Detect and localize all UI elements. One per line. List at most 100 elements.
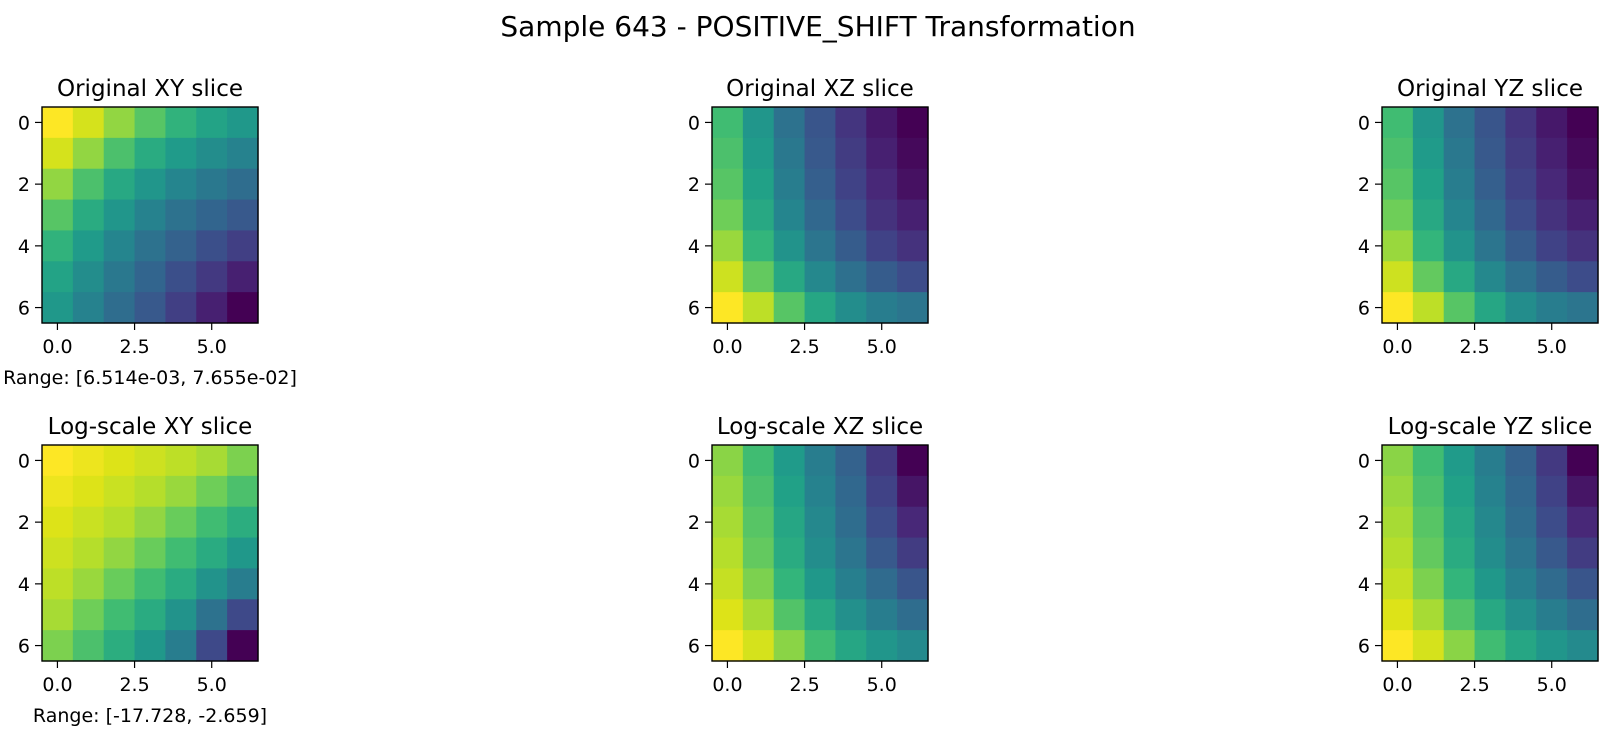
y-tick-label: 0 bbox=[1358, 112, 1370, 134]
heatmap-cell bbox=[1536, 537, 1568, 570]
heatmap-cell bbox=[804, 107, 837, 139]
heatmap-cell bbox=[1536, 506, 1568, 539]
heatmap-cell bbox=[1567, 168, 1599, 201]
heatmap-cell bbox=[742, 199, 775, 232]
x-tick-label: 5.0 bbox=[867, 336, 897, 358]
heatmap-cell bbox=[712, 506, 744, 539]
heatmap-cell bbox=[1443, 261, 1476, 293]
figure-title: Sample 643 - POSITIVE_SHIFT Transformati… bbox=[500, 10, 1135, 43]
y-tick-label: 2 bbox=[688, 174, 700, 196]
heatmap-cell bbox=[165, 168, 197, 201]
panel-title: Original XY slice bbox=[57, 76, 243, 102]
heatmap-cell bbox=[42, 599, 74, 631]
heatmap-cell bbox=[804, 599, 837, 631]
heatmap-cell bbox=[1443, 537, 1476, 570]
heatmap-cell bbox=[134, 230, 167, 262]
heatmap-cells bbox=[42, 107, 259, 324]
heatmap-cell bbox=[1505, 137, 1537, 170]
y-tick-label: 4 bbox=[18, 236, 30, 258]
heatmap-cell bbox=[742, 537, 775, 570]
heatmap-cell bbox=[72, 292, 105, 324]
y-tick-label: 0 bbox=[18, 450, 30, 472]
heatmap-cell bbox=[1505, 599, 1537, 631]
heatmap-cell bbox=[134, 107, 167, 139]
heatmap-cell bbox=[196, 599, 228, 631]
heatmap-cell bbox=[72, 445, 105, 477]
heatmap-cell bbox=[866, 230, 898, 262]
heatmap-cell bbox=[1412, 537, 1445, 570]
heatmap-cell bbox=[165, 230, 197, 262]
heatmap-cell bbox=[712, 107, 744, 139]
y-tick-label: 2 bbox=[18, 512, 30, 534]
heatmap-cell bbox=[712, 199, 744, 232]
heatmap-cell bbox=[835, 199, 867, 232]
heatmap-cell bbox=[742, 568, 775, 600]
panel-original-xy: Original XY slice 0 2 4 6 0.0 2.5 5.0 Range: [… bbox=[3, 76, 297, 389]
heatmap-cell bbox=[835, 168, 867, 201]
y-tick-label: 6 bbox=[1358, 298, 1370, 320]
heatmap-cell bbox=[1443, 107, 1476, 139]
heatmap-cell bbox=[1536, 630, 1568, 662]
heatmap-cell bbox=[42, 107, 74, 139]
heatmap-cell bbox=[804, 292, 837, 324]
heatmap-cell bbox=[742, 630, 775, 662]
heatmap-cell bbox=[1567, 292, 1599, 324]
heatmap-cell bbox=[227, 230, 259, 262]
heatmap-cell bbox=[804, 230, 837, 262]
heatmap-cell bbox=[897, 475, 929, 508]
heatmap-cell bbox=[1567, 537, 1599, 570]
heatmap-cell bbox=[773, 599, 806, 631]
x-tick-label: 0.0 bbox=[1382, 336, 1412, 358]
x-tick-label: 2.5 bbox=[119, 674, 149, 696]
axes-frame bbox=[711, 106, 929, 324]
heatmap-cell bbox=[103, 137, 136, 170]
heatmap-cell bbox=[773, 537, 806, 570]
heatmap-cell bbox=[804, 445, 837, 477]
heatmap-cell bbox=[712, 261, 744, 293]
heatmap-cell bbox=[866, 107, 898, 139]
heatmap-cell bbox=[897, 168, 929, 201]
heatmap-cell bbox=[1536, 137, 1568, 170]
heatmap-cell bbox=[804, 537, 837, 570]
heatmap-cell bbox=[1382, 475, 1414, 508]
heatmap-cell bbox=[804, 261, 837, 293]
heatmap-cell bbox=[897, 230, 929, 262]
heatmap-cells bbox=[712, 445, 929, 662]
heatmap-cell bbox=[712, 537, 744, 570]
heatmap-cell bbox=[1474, 506, 1507, 539]
heatmap-cell bbox=[1412, 261, 1445, 293]
heatmap-cell bbox=[742, 599, 775, 631]
heatmap-cell bbox=[134, 168, 167, 201]
heatmap-cell bbox=[196, 292, 228, 324]
heatmap-cell bbox=[1505, 475, 1537, 508]
y-tick-label: 4 bbox=[688, 574, 700, 596]
panel-log-yz: Log-scale YZ slice 0 2 4 6 0.0 2.5 5.0 bbox=[1358, 414, 1599, 696]
heatmap-cell bbox=[227, 445, 259, 477]
y-tick-label: 2 bbox=[1358, 174, 1370, 196]
heatmap-cell bbox=[773, 107, 806, 139]
heatmap-cell bbox=[712, 630, 744, 662]
heatmap-cell bbox=[1505, 292, 1537, 324]
heatmap-cells bbox=[712, 107, 929, 324]
heatmap-cell bbox=[866, 261, 898, 293]
panel-original-xz: Original XZ slice 0 2 4 6 0.0 2.5 5.0 bbox=[688, 76, 929, 358]
heatmap-cell bbox=[866, 445, 898, 477]
heatmap-cell bbox=[712, 599, 744, 631]
heatmap-cell bbox=[773, 630, 806, 662]
heatmap-cell bbox=[1505, 537, 1537, 570]
heatmap-cell bbox=[866, 137, 898, 170]
heatmap-cell bbox=[72, 107, 105, 139]
heatmap-cell bbox=[1474, 537, 1507, 570]
heatmap-cell bbox=[1567, 230, 1599, 262]
heatmap-cell bbox=[742, 261, 775, 293]
heatmap-cell bbox=[742, 445, 775, 477]
heatmap-cell bbox=[196, 199, 228, 232]
heatmap-cell bbox=[1412, 199, 1445, 232]
y-tick-label: 0 bbox=[1358, 450, 1370, 472]
heatmap-cell bbox=[773, 445, 806, 477]
heatmap-cells bbox=[42, 445, 259, 662]
heatmap-cell bbox=[866, 292, 898, 324]
heatmap-cell bbox=[1567, 475, 1599, 508]
heatmap-cell bbox=[804, 168, 837, 201]
